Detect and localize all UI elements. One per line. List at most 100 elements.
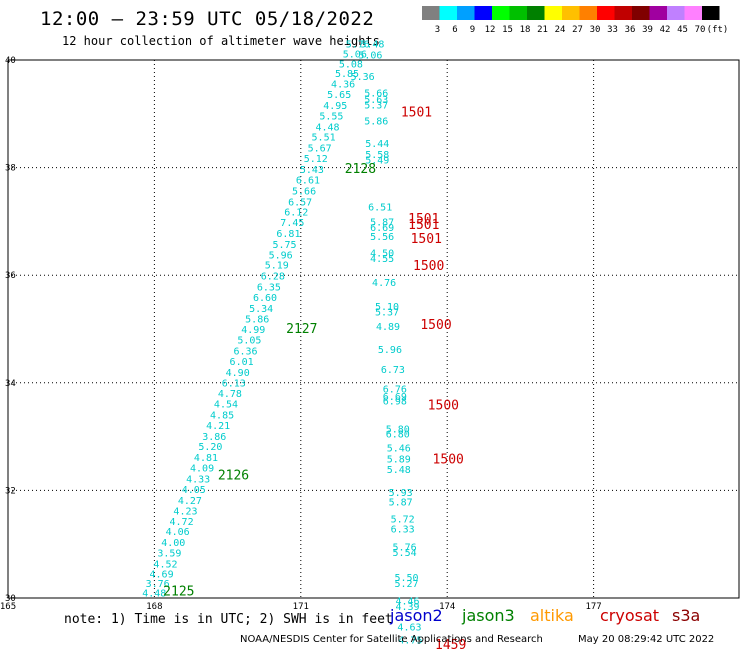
swh-value: 4.78	[218, 389, 242, 400]
swh-value: 4.06	[166, 527, 190, 538]
colorbar-label: 45	[677, 25, 688, 35]
colorbar-label: 39	[642, 25, 653, 35]
lat-tick-label: 36	[5, 271, 16, 281]
swh-value: 6.80	[386, 430, 410, 441]
lat-tick-label: 34	[5, 379, 16, 389]
map-title: 12:00 – 23:59 UTC 05/18/2022	[40, 8, 375, 30]
swh-value: 4.09	[190, 464, 214, 475]
lat-tick-label: 40	[5, 56, 16, 66]
plot-frame	[7, 59, 740, 599]
swh-value: 5.05	[237, 336, 261, 347]
colorbar-swatch	[439, 6, 457, 20]
pass-time-label: 1500	[433, 453, 464, 468]
swh-value: 5.36	[351, 72, 375, 83]
swh-value: 5.85	[335, 69, 359, 80]
colorbar: 3 6 9 12 15 18 21 24 27 30 33 36 39 42 45 70 (ft)	[422, 6, 729, 35]
swh-value: 5.51	[312, 133, 336, 144]
swh-value: 5.80	[386, 424, 410, 435]
swh-value: 3.76	[146, 579, 170, 590]
swh-value: 5.96	[269, 251, 293, 262]
swh-value: 4.48	[142, 588, 166, 599]
swh-value: 5.06	[358, 50, 382, 61]
pass-time-label: 1500	[420, 318, 451, 333]
colorbar-swatch	[702, 6, 720, 20]
swh-value: 4.95	[323, 101, 347, 112]
swh-value: 5.37	[375, 308, 399, 319]
colorbar-swatch	[474, 6, 492, 20]
swh-value: 6.28	[261, 272, 285, 283]
colorbar-swatch	[632, 6, 650, 20]
lat-tick-label: 30	[5, 594, 16, 604]
swh-value: 5.63	[364, 95, 388, 106]
pass-time-label: 1500	[428, 399, 459, 414]
colorbar-label: 27	[572, 25, 583, 35]
swh-value: 5.06	[343, 49, 367, 60]
swh-value: 6.81	[276, 229, 300, 240]
swh-value: 5.58	[365, 150, 389, 161]
lon-tick-label: 177	[585, 602, 601, 612]
swh-value: 5.48	[360, 40, 384, 51]
colorbar-swatch	[457, 6, 475, 20]
colorbar-label: 3	[435, 25, 440, 35]
swh-value: 5.54	[393, 548, 417, 559]
swh-value: 5.75	[272, 240, 296, 251]
swh-value: 5.76	[346, 40, 370, 51]
colorbar-swatch	[684, 6, 702, 20]
pass-time-label: 2125	[163, 584, 194, 599]
colorbar-label: 36	[625, 25, 636, 35]
lon-tick-label: 171	[293, 602, 309, 612]
swh-value: 4.46	[395, 596, 419, 607]
swh-value: 5.08	[339, 60, 363, 71]
colorbar-swatch	[579, 6, 597, 20]
legend-altika: altika	[530, 606, 574, 625]
swh-value: 5.49	[365, 155, 389, 166]
swh-value: 6.69	[383, 392, 407, 403]
pass-time-label: 1501	[408, 218, 439, 233]
pass-time-label: 1500	[413, 259, 444, 274]
colorbar-swatch	[649, 6, 667, 20]
swh-value: 4.00	[161, 538, 185, 549]
swh-value: 5.93	[389, 488, 413, 499]
swh-value: 4.39	[395, 602, 419, 613]
pass-time-label: 2127	[286, 322, 317, 337]
swh-value: 4.81	[194, 453, 218, 464]
swh-value: 5.34	[249, 304, 273, 315]
pass-time-label: 1501	[411, 232, 442, 247]
swh-value: 5.86	[245, 315, 269, 326]
swh-value: 4.50	[370, 248, 394, 259]
swh-value: 6.57	[288, 197, 312, 208]
swh-value: 5.87	[370, 218, 394, 229]
swh-value: 6.61	[296, 176, 320, 187]
colorbar-label: 18	[520, 25, 531, 35]
swh-value: 6.33	[391, 524, 415, 535]
lat-tick-label: 38	[5, 164, 16, 174]
swh-value: 5.76	[393, 543, 417, 554]
swh-value: 4.63	[397, 622, 421, 633]
swh-value: 5.19	[265, 261, 289, 272]
swh-value: 6.76	[383, 384, 407, 395]
swh-value: 5.44	[365, 139, 389, 150]
colorbar-label: 24	[555, 25, 566, 35]
swh-value: 7.45	[280, 218, 304, 229]
swh-value: 6.51	[368, 203, 392, 214]
swh-value: 6.01	[230, 357, 254, 368]
swh-value: 6.35	[257, 282, 281, 293]
timestamp: May 20 08:29:42 UTC 2022	[578, 634, 715, 645]
colorbar-label: 9	[470, 25, 475, 35]
colorbar-label: (ft)	[707, 25, 729, 35]
swh-value: 4.99	[241, 325, 265, 336]
colorbar-swatch	[667, 6, 685, 20]
lat-tick-label: 32	[5, 486, 16, 496]
lon-tick-label: 168	[146, 602, 162, 612]
colorbar-label: 30	[590, 25, 601, 35]
swh-value: 5.12	[304, 154, 328, 165]
swh-value: 5.43	[300, 165, 324, 176]
swh-value: 5.66	[364, 89, 388, 100]
pass-time-label: 1501	[408, 212, 439, 227]
swh-value: 4.05	[182, 485, 206, 496]
swh-value: 6.60	[253, 293, 277, 304]
swh-value: 6.36	[233, 346, 257, 357]
swh-value: 4.27	[178, 496, 202, 507]
swh-value: 4.90	[226, 368, 250, 379]
swh-value: 6.69	[370, 223, 394, 234]
